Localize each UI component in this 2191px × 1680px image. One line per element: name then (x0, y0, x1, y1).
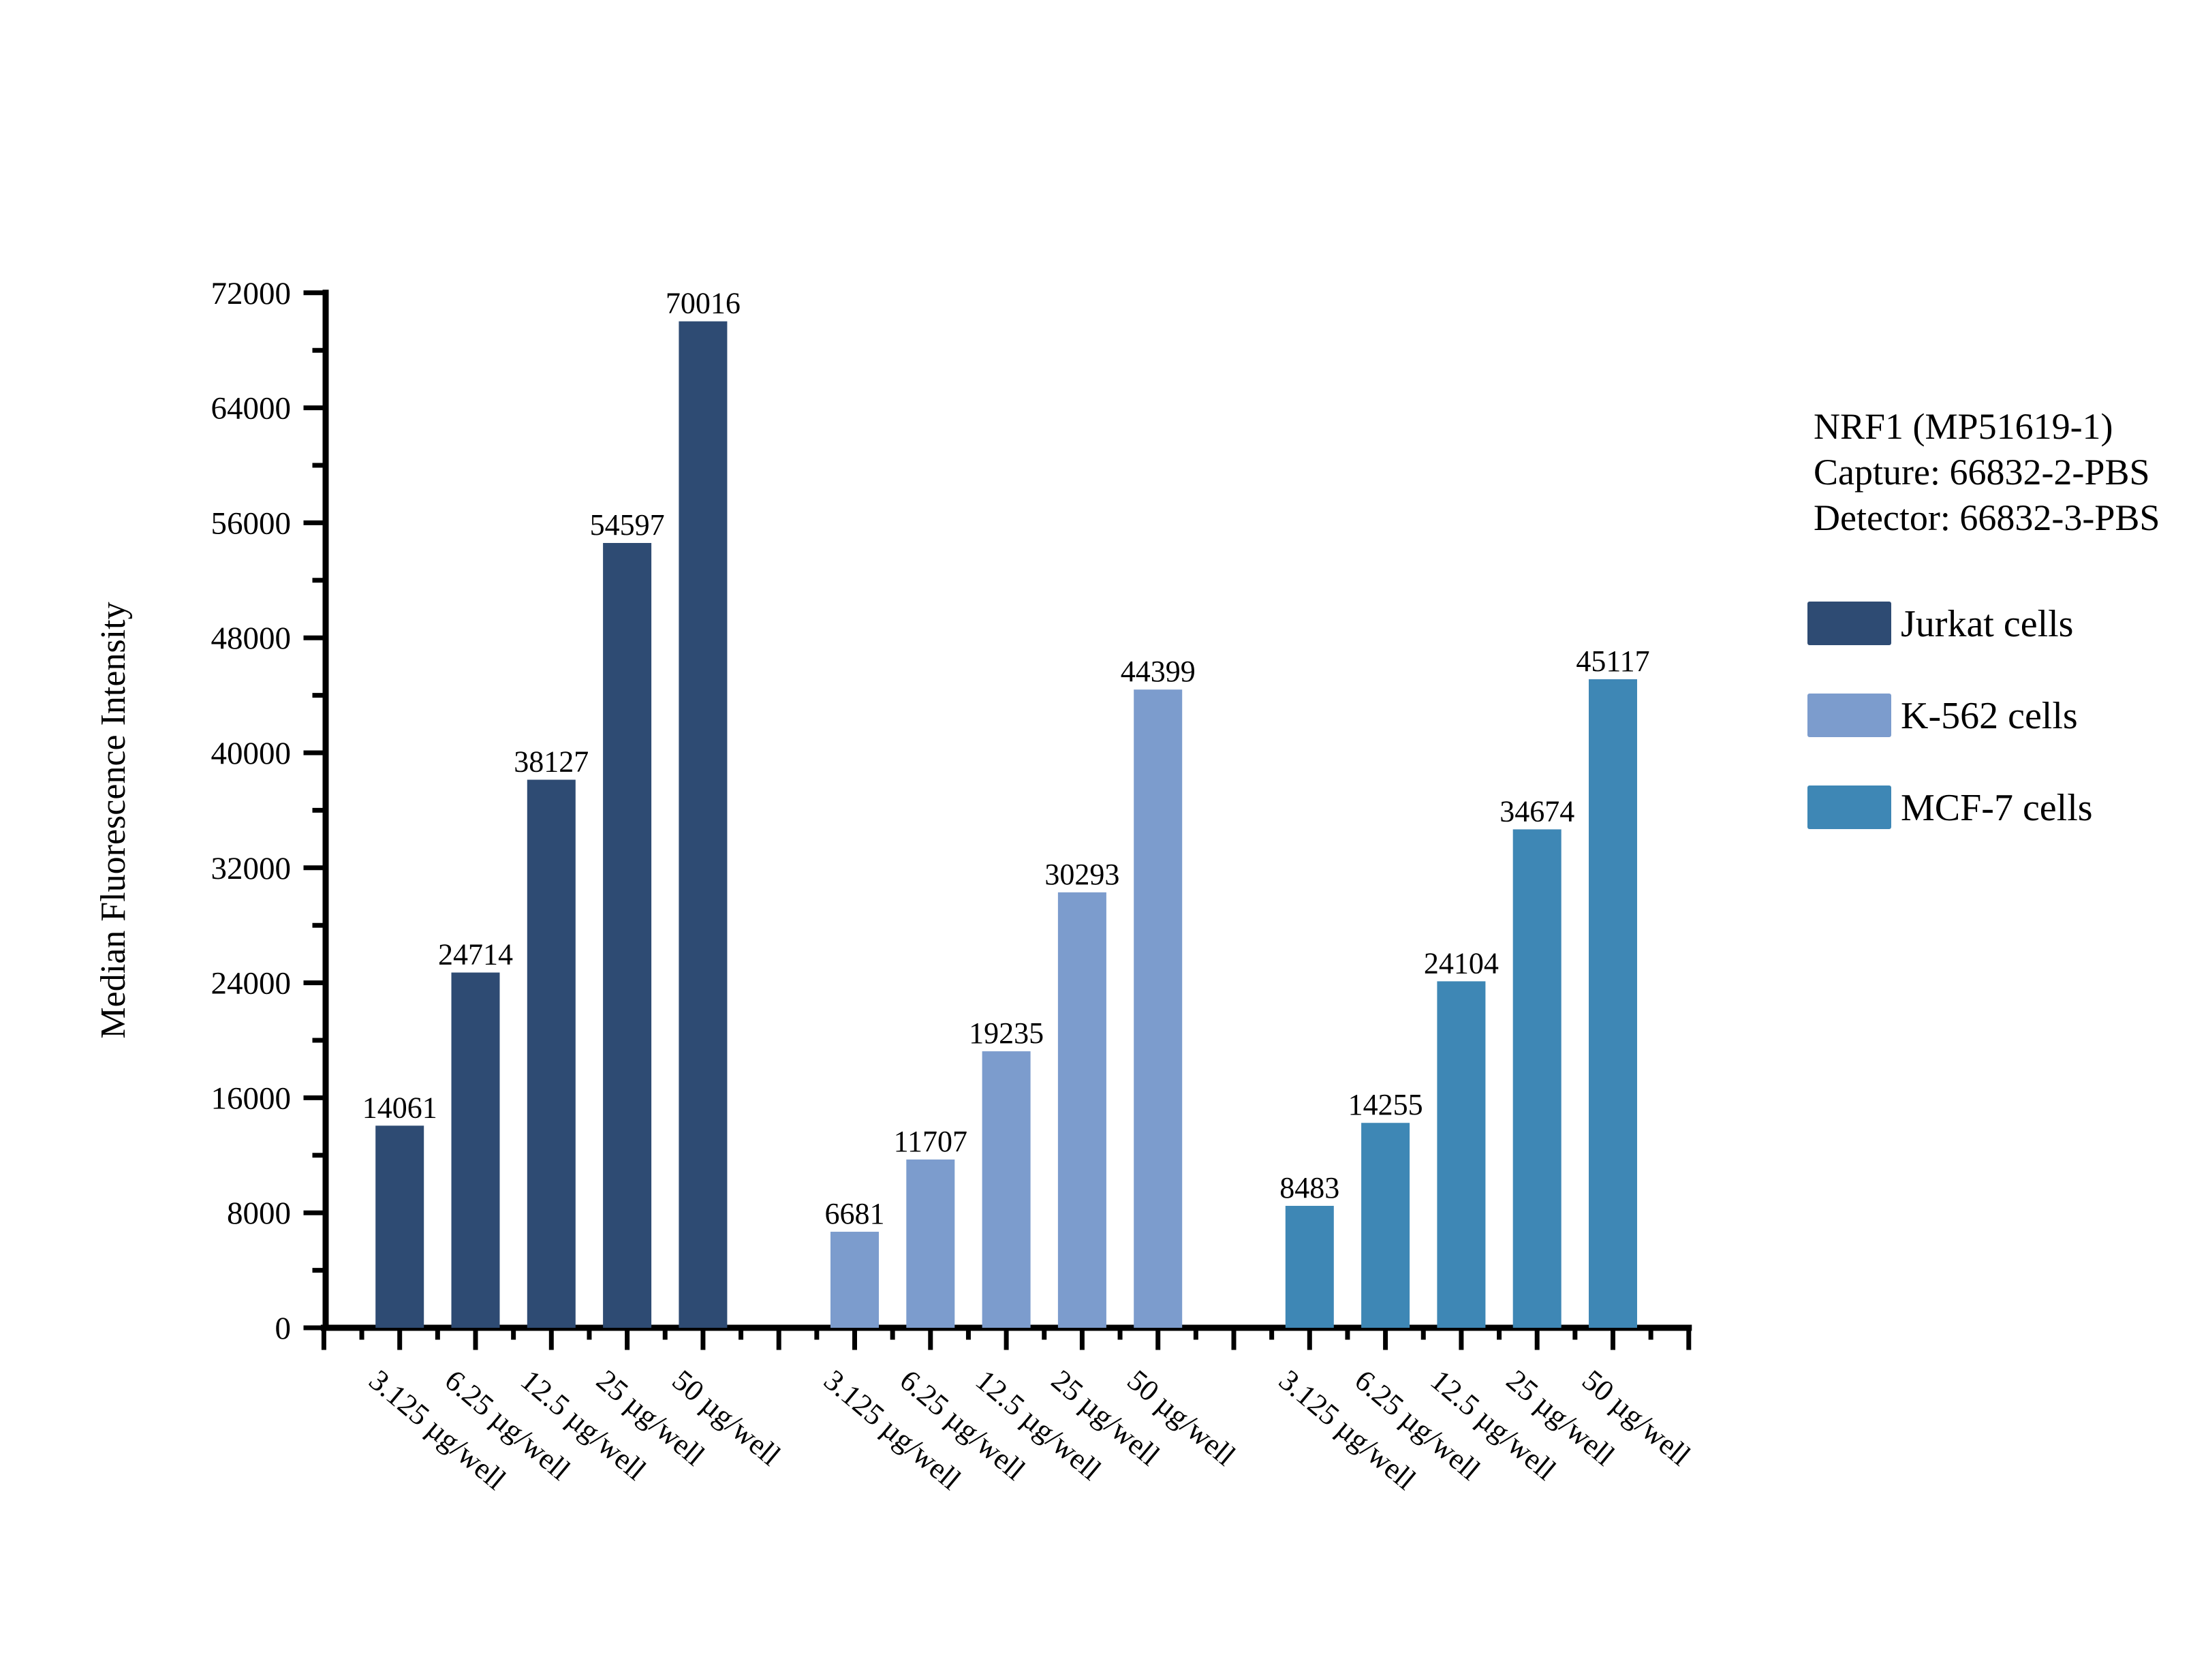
bar-value-label: 70016 (666, 287, 741, 320)
y-tick-label: 24000 (211, 966, 292, 1001)
bar-jurkat-cells-50 µg/well (679, 321, 728, 1328)
bar-value-label: 34674 (1499, 794, 1574, 828)
bar-jurkat-cells-6.25 µg/well (451, 972, 500, 1328)
bar-value-label: 38127 (514, 745, 589, 779)
legend-swatch-k-562-cells (1807, 694, 1891, 737)
y-tick-label: 32000 (211, 851, 292, 886)
y-tick-label: 64000 (211, 391, 292, 426)
legend-swatch-jurkat-cells (1807, 602, 1891, 645)
legend-label: Jurkat cells (1901, 603, 2073, 645)
bar-value-label: 45117 (1576, 644, 1649, 678)
legend-label: MCF-7 cells (1901, 787, 2093, 829)
y-tick-label: 48000 (211, 621, 292, 656)
bar-value-label: 14061 (362, 1091, 437, 1124)
bar-mcf-7-cells-50 µg/well (1589, 679, 1637, 1328)
bar-value-label: 30293 (1044, 858, 1119, 891)
bar-value-label: 24104 (1424, 946, 1499, 980)
annotation-line-3: Detector: 66832-3-PBS (1814, 497, 2160, 538)
bar-value-label: 6681 (825, 1197, 885, 1230)
bar-k-562-cells-50 µg/well (1134, 689, 1183, 1328)
bar-jurkat-cells-25 µg/well (603, 543, 652, 1328)
bar-value-label: 44399 (1121, 655, 1196, 688)
bar-k-562-cells-3.125 µg/well (830, 1232, 879, 1328)
bar-value-label: 14255 (1348, 1088, 1423, 1121)
bar-value-label: 8483 (1279, 1171, 1339, 1204)
y-axis-title: Median Fluorescence Intensity (94, 602, 133, 1038)
bar-mcf-7-cells-12.5 µg/well (1437, 981, 1486, 1328)
legend-swatch-mcf-7-cells (1807, 785, 1891, 829)
bar-jurkat-cells-12.5 µg/well (527, 779, 576, 1328)
y-tick-label: 16000 (211, 1080, 292, 1116)
bar-value-label: 54597 (590, 508, 665, 542)
bar-value-label: 24714 (438, 938, 513, 971)
bar-value-label: 11707 (894, 1125, 967, 1158)
bar-k-562-cells-12.5 µg/well (982, 1051, 1031, 1328)
y-tick-label: 56000 (211, 505, 292, 541)
y-tick-label: 72000 (211, 276, 292, 311)
bar-mcf-7-cells-3.125 µg/well (1285, 1206, 1334, 1328)
legend-label: K-562 cells (1901, 695, 2078, 737)
annotation-line-1: NRF1 (MP51619-1) (1814, 406, 2113, 447)
bar-jurkat-cells-3.125 µg/well (375, 1125, 424, 1328)
bar-k-562-cells-25 µg/well (1057, 892, 1106, 1328)
annotation-line-2: Capture: 66832-2-PBS (1814, 452, 2150, 493)
bar-k-562-cells-6.25 µg/well (906, 1159, 955, 1328)
y-tick-label: 0 (275, 1311, 292, 1346)
bar-value-label: 19235 (969, 1016, 1044, 1050)
y-tick-label: 8000 (227, 1196, 291, 1231)
bar-mcf-7-cells-6.25 µg/well (1361, 1123, 1410, 1328)
y-tick-label: 40000 (211, 736, 292, 771)
bar-mcf-7-cells-25 µg/well (1512, 829, 1561, 1328)
